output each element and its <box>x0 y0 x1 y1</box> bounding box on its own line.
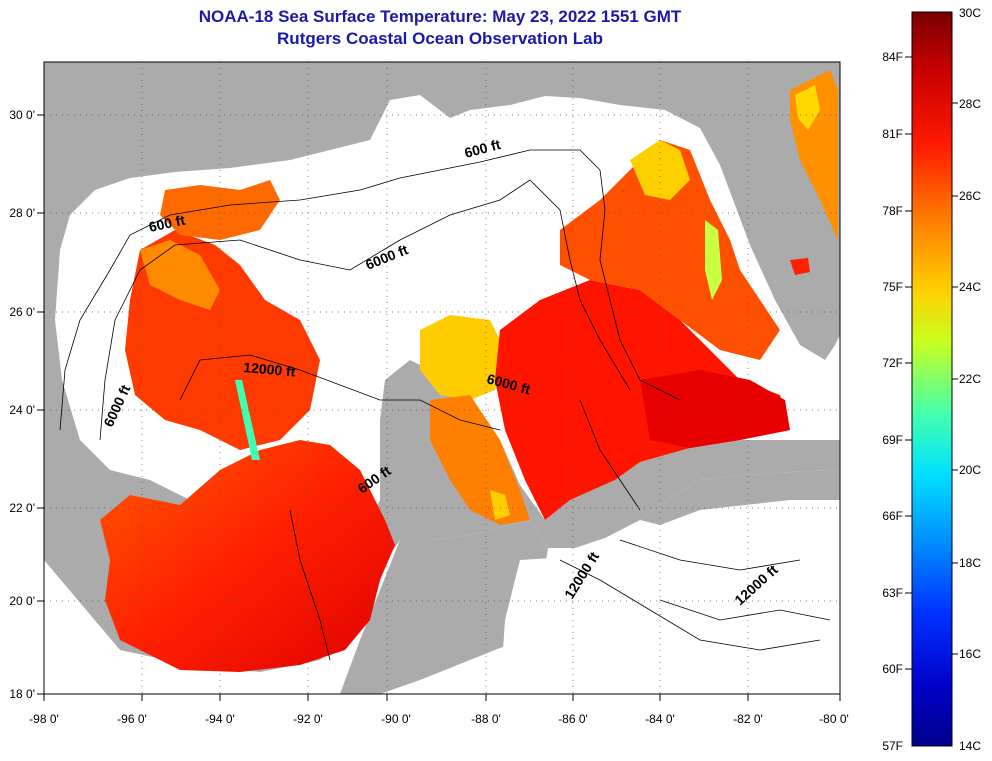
colorbar-celsius-label: 24C <box>959 280 981 294</box>
lon-label: -94 0' <box>205 712 235 726</box>
lat-label: 30 0' <box>9 108 35 122</box>
colorbar-fahrenheit-label: 78F <box>882 204 903 218</box>
colorbar-celsius-label: 30C <box>959 6 981 20</box>
map-subtitle: Rutgers Coastal Ocean Observation Lab <box>277 29 603 48</box>
colorbar-fahrenheit-label: 72F <box>882 356 903 370</box>
lat-label: 26 0' <box>9 305 35 319</box>
colorbar-celsius-label: 14C <box>959 739 981 753</box>
lon-label: -90 0' <box>381 712 411 726</box>
colorbar-celsius-label: 26C <box>959 189 981 203</box>
plot-frame <box>43 61 841 695</box>
colorbar-fahrenheit-label: 60F <box>882 662 903 676</box>
lat-label: 22 0' <box>9 501 35 515</box>
contour-label: 12000 ft <box>243 359 297 380</box>
lon-label: -98 0' <box>29 712 59 726</box>
axis-ticks <box>37 114 841 701</box>
lon-label: -82 0' <box>733 712 763 726</box>
lat-label: 20 0' <box>9 594 35 608</box>
lon-label: -96 0' <box>117 712 147 726</box>
contour-label: 600 ft <box>147 212 186 235</box>
sst-data <box>100 70 838 672</box>
colorbar-fahrenheit-label: 84F <box>882 50 903 64</box>
colorbar-fahrenheit-label: 57F <box>882 739 903 753</box>
bathymetry-contours <box>59 149 831 661</box>
map-title: NOAA-18 Sea Surface Temperature: May 23,… <box>198 7 682 26</box>
colorbar-celsius-label: 16C <box>959 647 981 661</box>
lon-label: -84 0' <box>645 712 675 726</box>
colorbar-celsius-label: 22C <box>959 372 981 386</box>
colorbar-fahrenheit-label: 63F <box>882 586 903 600</box>
lat-label: 28 0' <box>9 206 35 220</box>
colorbar-fahrenheit-label: 69F <box>882 433 903 447</box>
lat-label: 24 0' <box>9 403 35 417</box>
graticule <box>44 62 840 694</box>
lon-label: -88 0' <box>471 712 501 726</box>
lon-label: -80 0' <box>819 712 849 726</box>
colorbar-ticks <box>905 56 958 670</box>
colorbar-fahrenheit-label: 81F <box>882 127 903 141</box>
colorbar-celsius-label: 18C <box>959 556 981 570</box>
lon-label: -92 0' <box>293 712 323 726</box>
colorbar-celsius-label: 28C <box>959 97 981 111</box>
lon-label: -86 0' <box>558 712 588 726</box>
colorbar <box>911 11 953 747</box>
lat-label: 18 0' <box>9 687 35 701</box>
colorbar-fahrenheit-label: 75F <box>882 280 903 294</box>
colorbar-fahrenheit-label: 66F <box>882 509 903 523</box>
hispaniola-land <box>500 540 840 694</box>
colorbar-celsius-label: 20C <box>959 463 981 477</box>
yucatan-land <box>340 520 548 694</box>
cuba-land <box>640 470 840 525</box>
